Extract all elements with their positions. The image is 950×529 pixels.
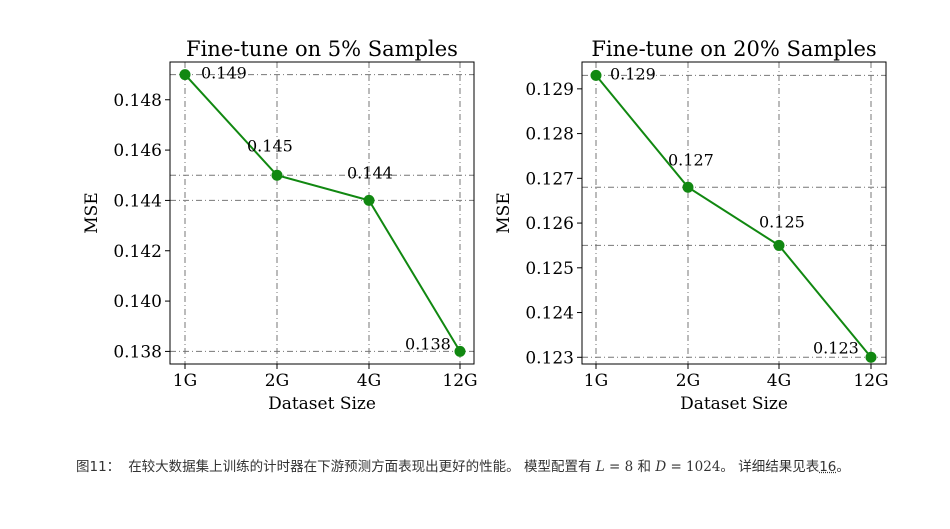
caption-and: 和 bbox=[633, 459, 656, 475]
table-ref-link[interactable]: 16 bbox=[819, 459, 837, 475]
y-tick-label: 0.126 bbox=[525, 214, 574, 234]
x-tick-label: 2G bbox=[676, 371, 700, 391]
x-tick-label: 4G bbox=[767, 371, 791, 391]
series-line bbox=[595, 74, 872, 358]
plot-frame bbox=[169, 61, 475, 365]
data-point bbox=[179, 69, 191, 81]
chart-panel-2: Fine-tune on 20% Samples 0.123 0.124 0.125 0… bbox=[494, 37, 889, 414]
data-point bbox=[682, 181, 694, 193]
x-tick-label: 1G bbox=[584, 371, 608, 391]
y-tick-label: 0.123 bbox=[525, 348, 574, 368]
y-axis-label: MSE bbox=[494, 192, 514, 233]
caption-label: 图11： bbox=[76, 459, 121, 475]
y-tick-label: 0.140 bbox=[113, 292, 162, 312]
caption-var-d: D bbox=[655, 459, 667, 475]
chart-title: Fine-tune on 5% Samples bbox=[186, 37, 458, 61]
x-tick-label: 12G bbox=[853, 371, 888, 391]
y-tick-label: 0.148 bbox=[113, 91, 162, 111]
data-label: 0.123 bbox=[813, 338, 859, 357]
data-point bbox=[271, 169, 283, 181]
caption-text-before: 在较大数据集上训练的计时器在下游预测方面表现出更好的性能。 模型配置有 bbox=[128, 459, 592, 475]
chart-title: Fine-tune on 20% Samples bbox=[591, 37, 876, 61]
data-point bbox=[590, 69, 602, 81]
series-line bbox=[184, 73, 461, 352]
y-tick-label: 0.144 bbox=[113, 191, 162, 211]
caption-eq-d: = 1024 bbox=[666, 459, 721, 475]
y-axis-label: MSE bbox=[82, 192, 102, 233]
y-tick-label: 0.128 bbox=[525, 125, 574, 145]
y-tick-label: 0.142 bbox=[113, 242, 162, 262]
caption-end: 。 bbox=[836, 459, 850, 475]
y-tick-label: 0.138 bbox=[113, 342, 162, 362]
x-tick-label: 2G bbox=[265, 371, 289, 391]
data-label: 0.125 bbox=[759, 212, 805, 231]
y-tick-label: 0.127 bbox=[525, 169, 574, 189]
y-tick-label: 0.124 bbox=[525, 304, 574, 324]
data-point bbox=[363, 194, 375, 206]
x-tick-label: 1G bbox=[173, 371, 197, 391]
data-point bbox=[454, 345, 466, 357]
data-label: 0.138 bbox=[405, 334, 451, 353]
y-tick-label: 0.129 bbox=[525, 80, 574, 100]
chart-panel-1: Fine-tune on 5% Samples 0.138 0.140 0.142 0.… bbox=[82, 37, 478, 414]
caption-var-l: L bbox=[595, 459, 605, 475]
plot-frame bbox=[581, 61, 887, 365]
data-label: 0.127 bbox=[668, 150, 714, 169]
x-axis-label: Dataset Size bbox=[268, 394, 376, 414]
caption-eq-l: = 8 bbox=[604, 459, 634, 475]
data-label: 0.145 bbox=[247, 136, 293, 155]
data-label: 0.129 bbox=[610, 64, 656, 83]
x-tick-label: 12G bbox=[442, 371, 477, 391]
data-point bbox=[773, 239, 785, 251]
y-tick-label: 0.146 bbox=[113, 141, 162, 161]
caption-text-after: 。 详细结果见表 bbox=[720, 459, 820, 475]
data-point bbox=[865, 351, 877, 363]
x-tick-label: 4G bbox=[357, 371, 381, 391]
data-label: 0.144 bbox=[347, 163, 393, 182]
y-tick-label: 0.125 bbox=[525, 259, 574, 279]
figure: Fine-tune on 5% Samples 0.138 0.140 0.142 0.… bbox=[82, 37, 889, 414]
figure-caption: 图11： 在较大数据集上训练的计时器在下游预测方面表现出更好的性能。 模型配置有 … bbox=[76, 455, 916, 479]
x-axis-label: Dataset Size bbox=[680, 394, 788, 414]
data-label: 0.149 bbox=[201, 64, 247, 83]
